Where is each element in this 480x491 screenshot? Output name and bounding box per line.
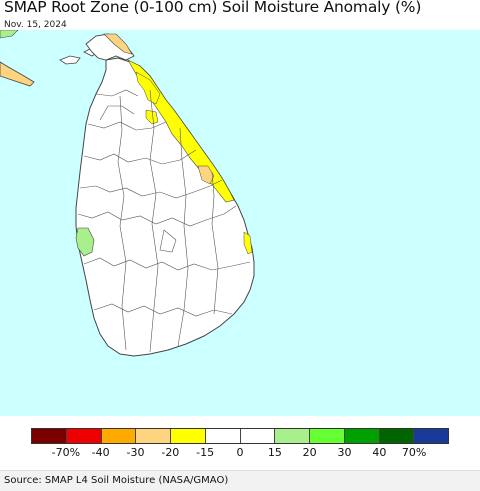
india-coast <box>0 61 35 87</box>
legend-swatch <box>240 429 276 443</box>
legend-swatch <box>344 429 380 443</box>
legend-swatch <box>414 429 448 443</box>
legend-labels: -70% -40 -30 -20 -15 0 15 20 30 40 70% <box>31 446 449 462</box>
map-title: SMAP Root Zone (0-100 cm) Soil Moisture … <box>4 0 422 16</box>
district-boundaries <box>77 89 251 353</box>
legend-swatch <box>171 429 206 443</box>
source-footer: Source: SMAP L4 Soil Moisture (NASA/GMAO… <box>0 470 480 491</box>
soil-moisture-map <box>0 30 480 416</box>
legend-tick-label: 20 <box>302 446 317 459</box>
legend-tick-label: 30 <box>337 446 352 459</box>
legend: -70% -40 -30 -20 -15 0 15 20 30 40 70% <box>31 428 449 462</box>
legend-tick-label: 15 <box>267 446 282 459</box>
legend-swatch <box>136 429 171 443</box>
map-date: Nov. 15, 2024 <box>4 20 67 30</box>
legend-swatch <box>101 429 137 443</box>
legend-tick-label: 0 <box>236 446 244 459</box>
legend-tick-label: -40 <box>91 446 110 459</box>
legend-swatch <box>379 429 415 443</box>
legend-tick-label: -30 <box>126 446 145 459</box>
source-text: Source: SMAP L4 Soil Moisture (NASA/GMAO… <box>4 475 229 486</box>
legend-swatch <box>66 429 102 443</box>
legend-tick-label: 40 <box>372 446 387 459</box>
anomaly-wet-west <box>75 227 95 257</box>
legend-tick-label: -15 <box>196 446 215 459</box>
anomaly-tan-east <box>197 165 215 185</box>
legend-swatch <box>275 429 310 443</box>
legend-tick-label: -20 <box>161 446 180 459</box>
anomaly-dry-spot <box>145 109 159 125</box>
legend-swatch <box>205 429 241 443</box>
anomaly-dry-north <box>135 71 161 105</box>
legend-tick-label: -70% <box>51 446 81 459</box>
jaffna-tan <box>103 33 133 55</box>
india-coast-green <box>0 30 19 39</box>
legend-tick-label: 70% <box>401 446 427 459</box>
legend-swatch <box>310 429 345 443</box>
legend-swatch <box>32 429 67 443</box>
anomaly-dry-southeast <box>243 231 253 255</box>
legend-colorbar <box>31 428 449 444</box>
